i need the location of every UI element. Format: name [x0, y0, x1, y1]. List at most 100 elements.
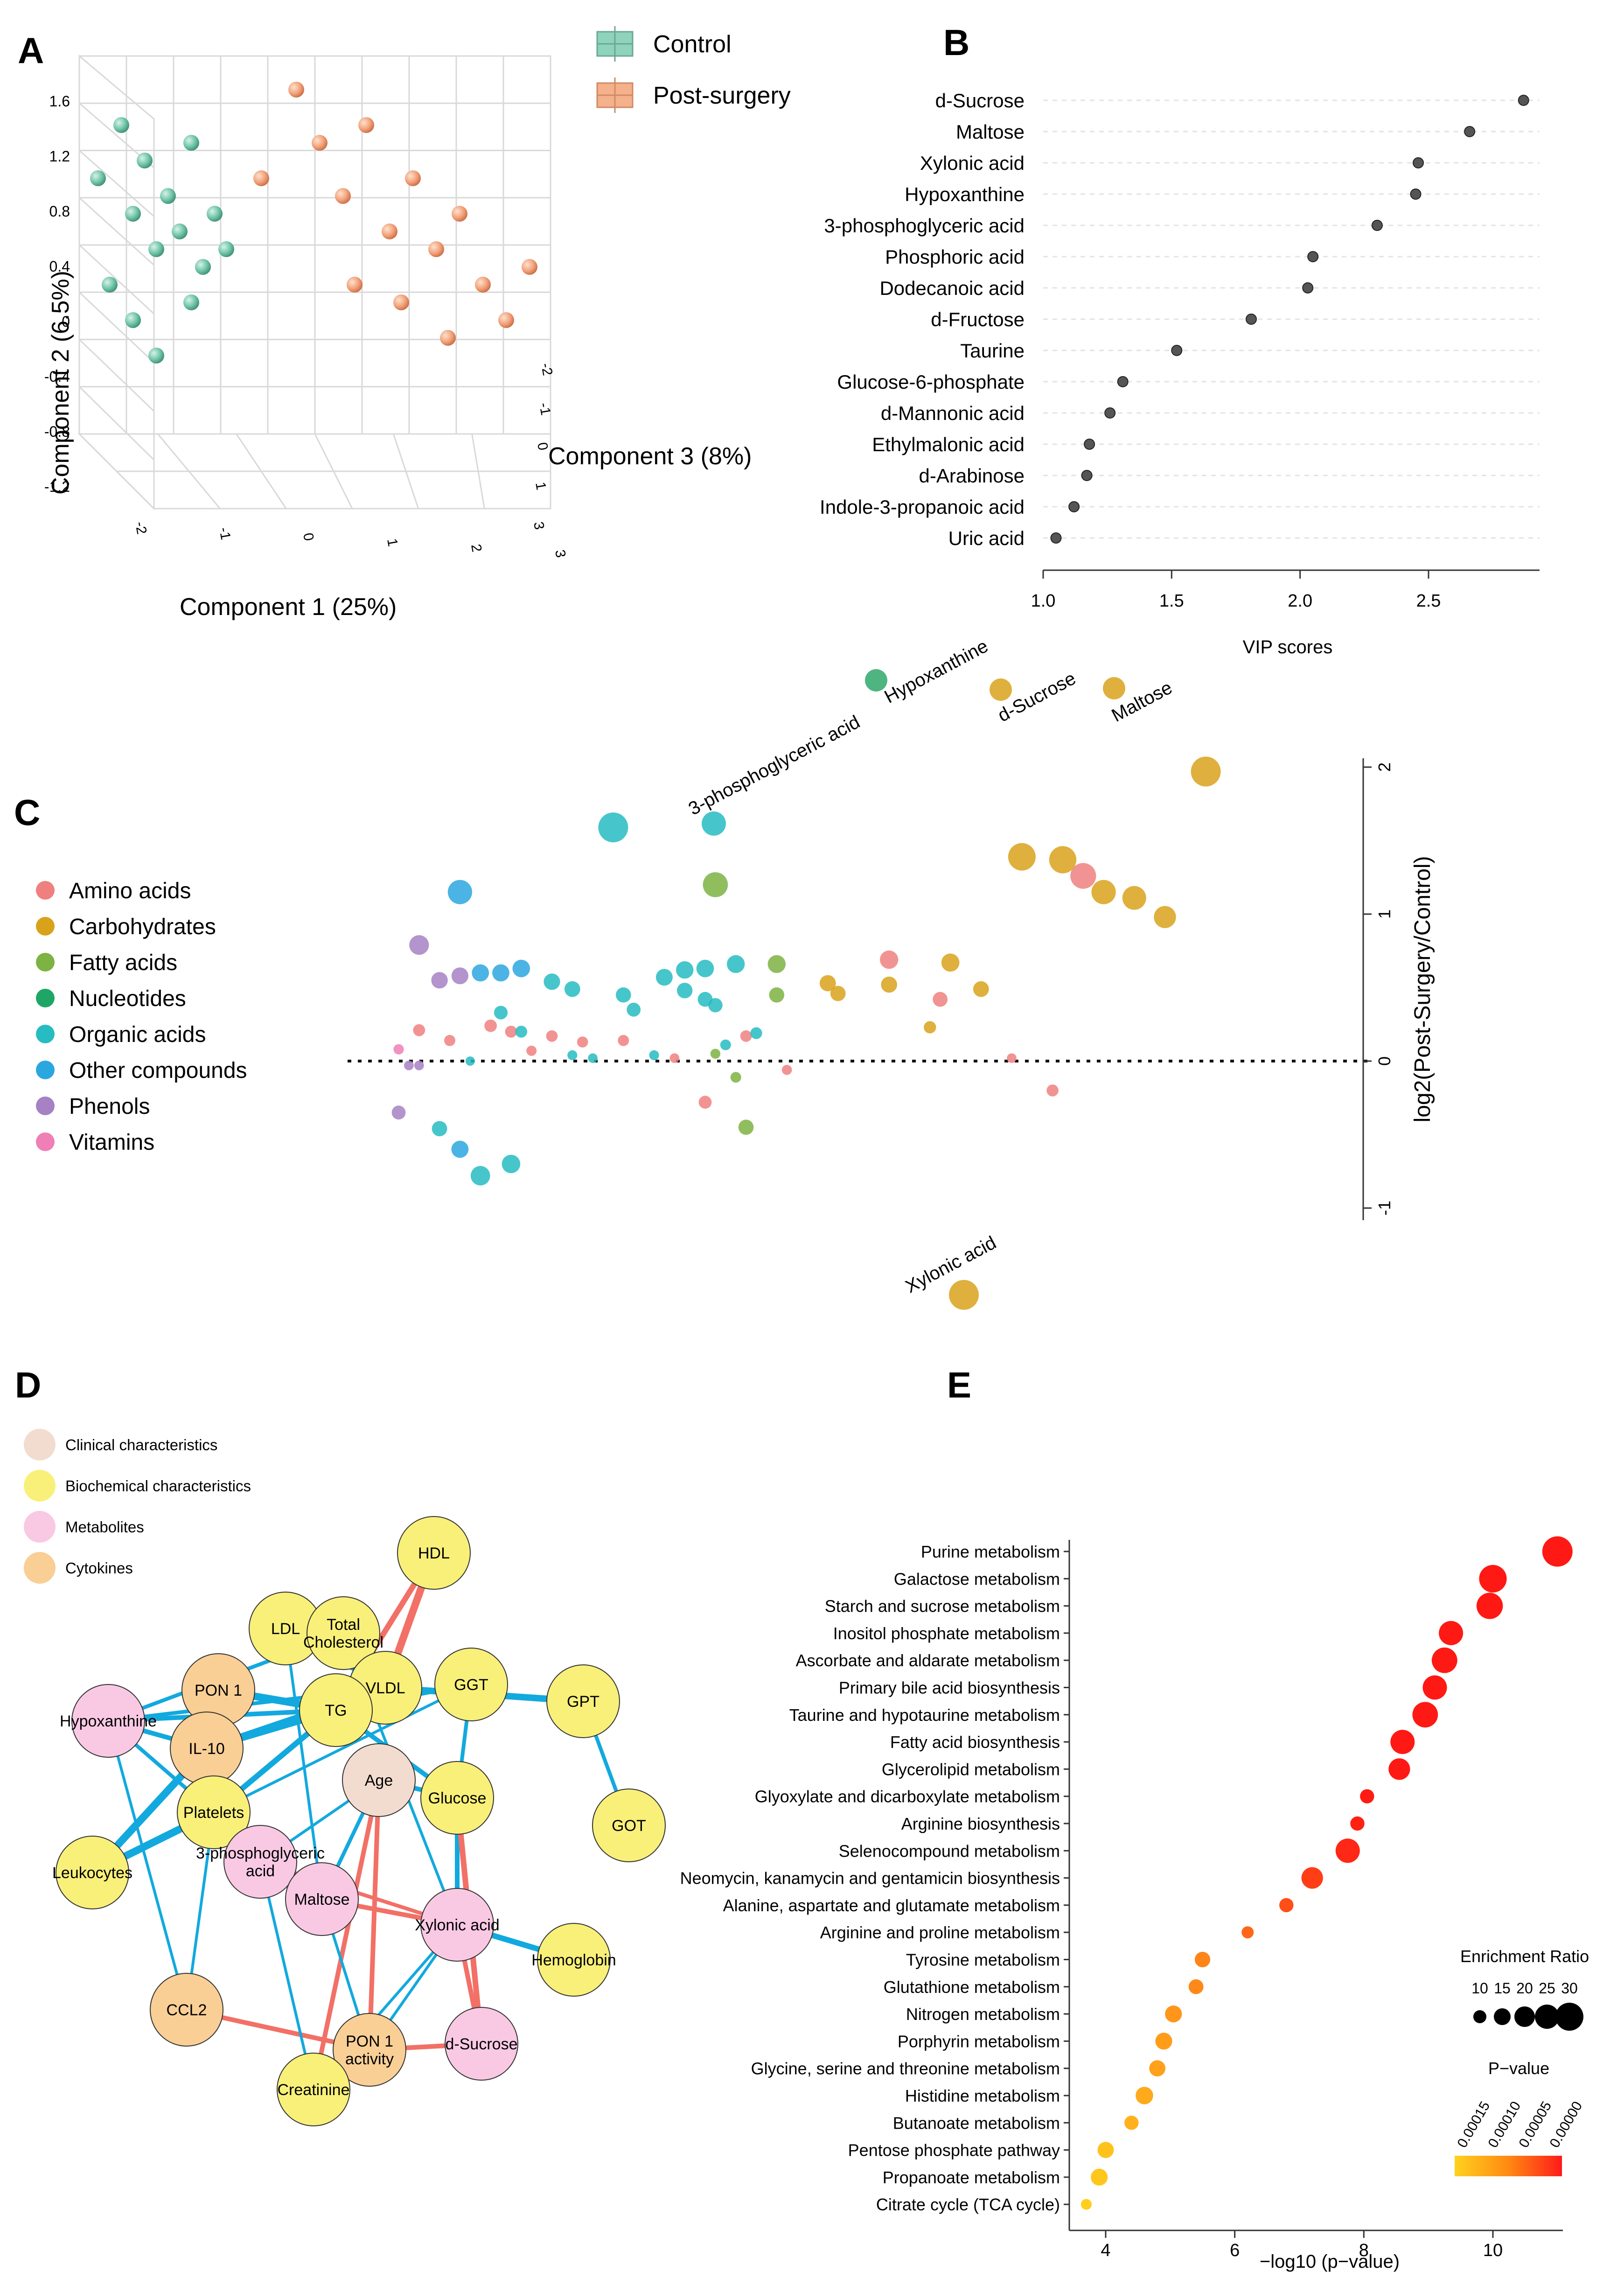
network-edge — [259, 1860, 315, 2091]
scatter-point-post-surgery — [522, 259, 537, 275]
bubble-fatty-acids — [738, 1119, 754, 1135]
pathway-label-citrate-cycle-tca-cycle: Citrate cycle (TCA cycle) — [876, 2195, 1060, 2214]
scatter-point-control — [183, 294, 199, 310]
scatter-point-control — [172, 224, 188, 239]
bubble-carbohydrates — [830, 985, 846, 1001]
x-tick-label: 8 — [1359, 2241, 1369, 2260]
pathway-point-glycine-serine-and-threonine-metabolism — [1149, 2060, 1166, 2077]
pathway-point-primary-bile-acid-biosynthesis — [1422, 1675, 1447, 1700]
bubble-organic-acids — [676, 961, 694, 979]
panel-a-y-ticks: -2 -1 0 1 3 — [530, 362, 555, 531]
bubble-fatty-acids — [769, 987, 785, 1003]
pathway-point-arginine-biosynthesis — [1350, 1816, 1365, 1831]
node-label: Xylonic acid — [415, 1916, 499, 1934]
scatter-point-control — [113, 117, 129, 133]
x-tick-label: 1 — [384, 537, 400, 547]
y-tick-label: -1 — [1375, 1201, 1394, 1216]
bubble-organic-acids — [432, 1121, 447, 1137]
y-tick-label: 1 — [1375, 909, 1394, 919]
z-tick-label: 0.8 — [49, 203, 70, 220]
panel-a-zlabel: Component 3 (8%) — [548, 443, 752, 470]
pathway-label-tyrosine-metabolism: Tyrosine metabolism — [906, 1950, 1060, 1970]
x-tick-label: 4 — [1101, 2241, 1110, 2260]
y-tick-label: 3 — [530, 520, 547, 531]
panel-a-ylabel: Component 2 (6.5%) — [47, 271, 74, 495]
scatter-point-control — [218, 241, 234, 257]
size-legend-dot — [1494, 2008, 1511, 2025]
pathway-point-glycerolipid-metabolism — [1388, 1758, 1410, 1780]
pathway-label-ascorbate-and-aldarate-metabolism: Ascorbate and aldarate metabolism — [796, 1651, 1060, 1670]
bubble-carbohydrates — [1091, 880, 1116, 904]
vip-label-uric-acid: Uric acid — [948, 527, 1025, 549]
grid-line — [78, 386, 155, 461]
scatter-point-post-surgery — [312, 135, 328, 151]
vip-label-d-fructose: d-Fructose — [931, 308, 1025, 330]
z-tick-label: -0.8 — [44, 423, 70, 440]
pathway-label-starch-and-sucrose-metabolism: Starch and sucrose metabolism — [825, 1597, 1060, 1616]
node-label: HDL — [418, 1544, 450, 1562]
bubble-amino-acids — [444, 1034, 455, 1046]
node-label: GOT — [612, 1817, 646, 1835]
node-pon-1: PON 1 — [181, 1653, 255, 1727]
pathway-point-taurine-and-hypotaurine-metabolism — [1412, 1702, 1438, 1728]
scatter-point-post-surgery — [452, 206, 467, 222]
size-legend-items: 10 15 20 25 30 — [1471, 1980, 1583, 2031]
bubble-other-compounds — [492, 964, 509, 982]
legend-label-fatty-acids: Fatty acids — [69, 950, 177, 975]
panel-c-legend: Amino acids Carbohydrates Fatty acids Nucle… — [36, 879, 247, 1155]
bubble-organic-acids — [696, 959, 714, 978]
bubble-fatty-acids — [730, 1072, 741, 1083]
legend-swatch-cytokines — [24, 1552, 56, 1584]
node-circle — [71, 1684, 145, 1758]
node-xylonic-acid: Xylonic acid — [415, 1888, 500, 1962]
scatter-point-post-surgery — [428, 241, 444, 257]
pathway-label-inositol-phosphate-metabolism: Inositol phosphate metabolism — [833, 1624, 1060, 1643]
node-il-10: IL-10 — [170, 1712, 244, 1785]
node-hemoglobin: Hemoglobin — [531, 1923, 616, 1997]
scatter-point-post-surgery — [498, 312, 514, 328]
bubble-carbohydrates — [1122, 886, 1146, 910]
bubble-organic-acids — [727, 955, 745, 973]
panel-e-xlabel: −log10 (p−value) — [1260, 2251, 1400, 2272]
legend-label-biochemical-characteristics: Biochemical characteristics — [65, 1477, 251, 1495]
node-glucose: Glucose — [420, 1761, 494, 1835]
pathway-label-histidine-metabolism: Histidine metabolism — [905, 2086, 1060, 2105]
bubble-fatty-acids — [767, 955, 786, 973]
bubble-amino-acids — [505, 1026, 517, 1038]
y-tick-label: 0 — [1375, 1056, 1394, 1066]
bubble-other-compounds — [472, 964, 489, 982]
node-age: Age — [342, 1743, 416, 1817]
scatter-point-control — [102, 277, 118, 293]
annot-point-maltose — [1103, 677, 1125, 699]
bubble-phenols — [414, 1061, 424, 1070]
legend-label-nucleotides: Nucleotides — [69, 986, 186, 1011]
scatter-point-control — [125, 206, 141, 222]
scatter-point-post-surgery — [253, 170, 269, 186]
legend-dot-fatty-acids — [36, 953, 55, 971]
x-tick-label: 1.5 — [1159, 591, 1184, 611]
bubble-amino-acids — [669, 1053, 680, 1063]
bubble-amino-acids — [781, 1065, 792, 1075]
node-label: Platelets — [183, 1804, 244, 1822]
node-label: IL-10 — [188, 1740, 225, 1758]
legend-swatch-metabolites — [24, 1511, 56, 1543]
legend-label-carbohydrates: Carbohydrates — [69, 915, 216, 939]
node-circle — [223, 1825, 297, 1899]
node-circle — [277, 2053, 350, 2126]
grid-line — [78, 292, 155, 363]
annot-label-xylonic-acid: Xylonic acid — [902, 1232, 1000, 1297]
scatter-point-post-surgery — [440, 330, 456, 346]
size-legend-dot — [1473, 2010, 1486, 2023]
panel-letter-d: D — [15, 1364, 41, 1405]
bubble-amino-acids — [484, 1020, 497, 1032]
panel-e-size-legend: Enrichment Ratio 10 15 20 25 30 — [1460, 1947, 1589, 2031]
size-legend-label: 25 — [1539, 1980, 1555, 1997]
node-label: Cholesterol — [303, 1634, 383, 1651]
pathway-point-butanoate-metabolism — [1124, 2116, 1139, 2130]
legend-dot-phenols — [36, 1097, 55, 1115]
bubble-amino-acids — [698, 1096, 712, 1109]
bubble-organic-acids — [470, 1166, 490, 1186]
pathway-point-purine-metabolism — [1542, 1536, 1573, 1567]
vip-point-indole-3-propanoic-acid — [1068, 501, 1080, 512]
